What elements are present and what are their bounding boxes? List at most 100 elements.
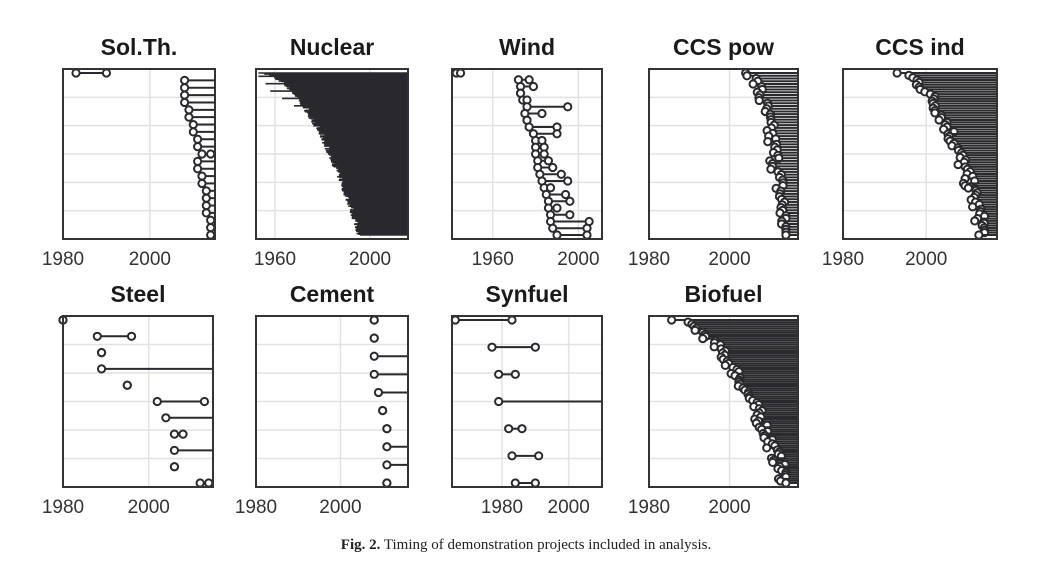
project-start-marker xyxy=(507,451,517,461)
project-start-marker xyxy=(781,230,791,240)
x-tick-label: 2000 xyxy=(708,497,750,518)
project-start-marker xyxy=(781,478,791,488)
project-end-marker xyxy=(169,462,180,472)
panel-title: Wind xyxy=(499,34,555,60)
project-start-marker xyxy=(188,119,198,130)
x-tick-label: 1960 xyxy=(254,249,296,270)
project-start-marker xyxy=(197,149,207,159)
project-start-marker xyxy=(720,360,730,370)
caption-text: Timing of demonstration projects include… xyxy=(383,537,712,553)
project-end-marker xyxy=(178,429,188,439)
project-end-marker xyxy=(530,478,540,488)
project-start-marker xyxy=(71,68,81,78)
project-end-marker xyxy=(565,196,575,206)
project-start-marker xyxy=(152,396,162,407)
x-tick-label: 1980 xyxy=(628,249,670,270)
project-start-marker xyxy=(197,178,207,189)
project-end-marker xyxy=(548,162,558,173)
x-tick-label: 1980 xyxy=(822,249,864,270)
project-start-marker xyxy=(552,230,562,240)
project-end-marker xyxy=(524,75,534,85)
project-start-marker xyxy=(763,137,773,147)
project-start-marker xyxy=(206,230,216,240)
panel-cement: 1980 2000 Cement xyxy=(235,281,409,518)
project-start-marker xyxy=(201,193,211,203)
axes-frame xyxy=(648,68,799,240)
project-start-marker xyxy=(180,90,190,100)
project-start-marker xyxy=(206,215,216,225)
project-start-marker xyxy=(369,351,379,361)
project-start-marker xyxy=(161,413,171,423)
project-start-marker xyxy=(195,478,205,488)
panel-title: Nuclear xyxy=(290,34,374,60)
x-tick-label: 2000 xyxy=(905,249,947,270)
project-start-marker xyxy=(953,159,963,170)
project-end-marker xyxy=(378,405,388,416)
project-start-marker xyxy=(180,97,190,108)
x-tick-label: 1980 xyxy=(42,497,84,518)
project-start-marker xyxy=(766,164,776,174)
axes-frame xyxy=(451,68,603,240)
project-end-marker xyxy=(563,102,573,112)
axes-frame xyxy=(648,315,799,488)
x-tick-label: 1980 xyxy=(235,497,277,518)
panel-title: Synfuel xyxy=(485,281,568,307)
project-end-marker xyxy=(122,380,132,390)
project-start-marker xyxy=(184,112,194,122)
project-start-marker xyxy=(188,127,198,137)
project-start-marker xyxy=(193,164,203,174)
project-end-marker xyxy=(96,348,107,358)
project-start-marker xyxy=(201,208,211,218)
project-end-marker xyxy=(369,333,379,343)
project-start-marker xyxy=(494,369,504,379)
project-end-marker xyxy=(369,315,379,325)
axes-frame xyxy=(255,68,409,240)
project-start-marker xyxy=(504,424,514,434)
project-start-marker xyxy=(201,186,211,196)
axes-frame xyxy=(451,315,603,488)
project-start-marker xyxy=(382,442,392,452)
project-end-marker xyxy=(552,203,562,213)
project-end-marker xyxy=(582,230,592,240)
project-start-marker xyxy=(169,429,180,439)
project-end-marker xyxy=(126,331,137,341)
project-end-marker xyxy=(510,369,520,379)
x-tick-label: 2000 xyxy=(557,249,599,270)
project-start-marker xyxy=(754,95,764,106)
project-start-marker xyxy=(193,156,203,166)
project-end-marker xyxy=(560,189,571,200)
project-end-marker xyxy=(382,478,392,488)
project-start-marker xyxy=(968,202,978,212)
project-end-marker xyxy=(563,176,573,186)
project-start-marker xyxy=(742,71,752,81)
panel-steel: 1980 2000 Steel xyxy=(42,281,214,518)
project-end-marker xyxy=(565,210,575,220)
panel-ccs-pow: 1980 2000 CCS pow xyxy=(628,34,799,270)
x-tick-label: 1980 xyxy=(42,249,84,270)
project-start-marker xyxy=(762,443,772,453)
project-start-marker xyxy=(184,105,194,115)
panel-title: Steel xyxy=(111,281,166,307)
project-start-marker xyxy=(197,171,207,181)
project-end-marker xyxy=(528,81,539,92)
project-start-marker xyxy=(524,122,534,132)
caption-label: Fig. 2. xyxy=(340,537,381,553)
x-tick-label: 2000 xyxy=(708,249,750,270)
panel-title: Sol.Th. xyxy=(101,34,178,60)
project-end-marker xyxy=(530,342,540,352)
project-start-marker xyxy=(373,387,384,398)
project-end-marker xyxy=(455,68,466,78)
project-start-marker xyxy=(934,115,944,125)
x-tick-label: 2000 xyxy=(548,497,590,518)
project-end-marker xyxy=(543,156,554,166)
project-end-marker xyxy=(556,169,566,179)
project-end-marker xyxy=(539,149,549,159)
axes-frame xyxy=(842,68,998,240)
project-start-marker xyxy=(667,315,677,325)
project-end-marker xyxy=(199,396,210,407)
axes-frame xyxy=(62,68,216,240)
project-start-marker xyxy=(970,216,980,226)
panel-sol-th-: 1980 2000 Sol.Th. xyxy=(42,34,216,270)
project-start-marker xyxy=(382,460,392,470)
x-tick-label: 1980 xyxy=(481,497,523,518)
